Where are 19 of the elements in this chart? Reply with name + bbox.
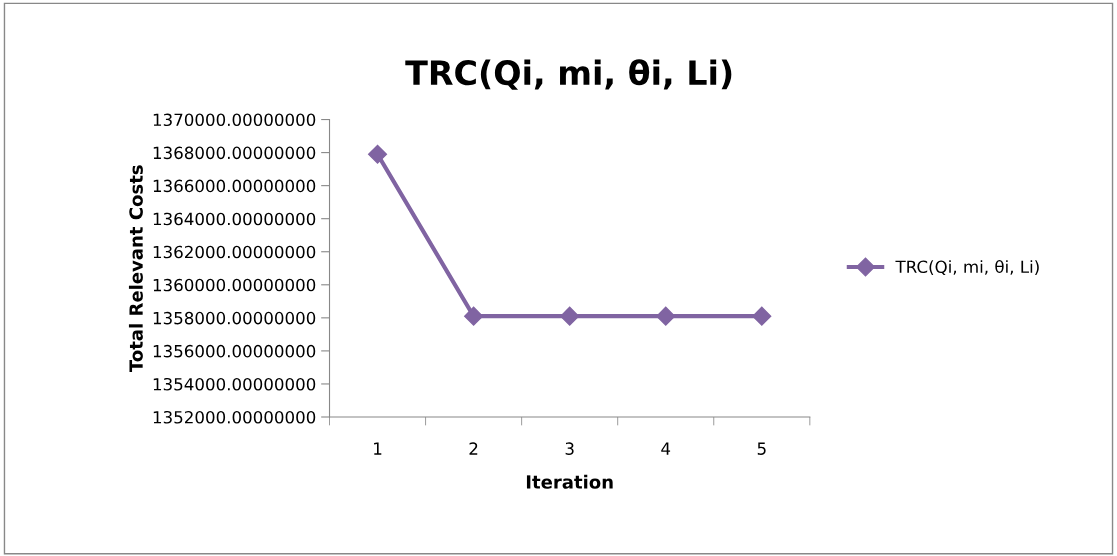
x-tick-label: 4 <box>661 442 671 455</box>
y-axis-title: Total Relevant Costs <box>128 165 143 373</box>
x-axis-title: Iteration <box>526 474 613 489</box>
y-tick-label: 1356000.00000000 <box>153 344 316 358</box>
chart-title: TRC(Qi, mi, θi, Li) <box>405 59 732 90</box>
x-tick-label: 5 <box>757 442 766 455</box>
y-tick-label: 1364000.00000000 <box>153 212 316 226</box>
x-tick-label: 1 <box>374 442 382 455</box>
x-tick-label: 2 <box>469 442 478 455</box>
y-tick-label: 1352000.00000000 <box>153 410 316 424</box>
y-tick-label: 1362000.00000000 <box>153 245 316 259</box>
y-tick-label: 1354000.00000000 <box>153 377 316 391</box>
y-tick-label: 1360000.00000000 <box>153 278 316 292</box>
legend-label: TRC(Qi, mi, θi, Li) <box>895 260 1039 276</box>
y-tick-label: 1366000.00000000 <box>153 179 316 193</box>
y-tick-label: 1368000.00000000 <box>153 146 316 160</box>
y-tick-label: 1370000.00000000 <box>153 113 316 127</box>
y-tick-label: 1358000.00000000 <box>153 311 316 325</box>
x-tick-label: 3 <box>565 442 574 455</box>
